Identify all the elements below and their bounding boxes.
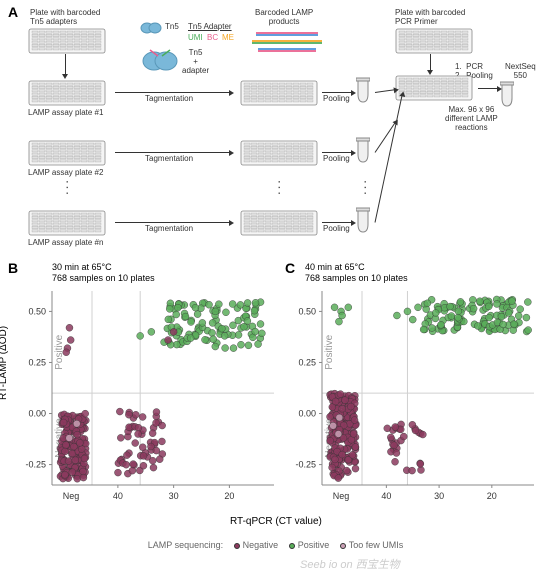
lamp-plate-n: [28, 210, 106, 241]
text-pool-2: Pooling: [323, 154, 350, 163]
legend-dot-pos: [289, 543, 295, 549]
panel-b-title1: 30 min at 65°C: [52, 262, 112, 272]
svg-text:0.00: 0.00: [298, 409, 316, 419]
svg-text:-0.25: -0.25: [25, 460, 46, 470]
text-barcoded-lamp: Barcoded LAMP products: [255, 8, 313, 26]
text-me: ME: [222, 33, 234, 42]
text-tn5-adapter-label: Tn5 Adapter: [188, 22, 232, 31]
panel-b-label: B: [8, 260, 18, 276]
text-pool-n: Pooling: [323, 224, 350, 233]
arrow-pcr-out: [478, 88, 498, 89]
tag-plate-n: [240, 210, 318, 241]
svg-text:0.50: 0.50: [28, 306, 46, 316]
tag-plate-2: [240, 140, 318, 171]
plate-pcr-primer: [395, 28, 473, 59]
arrow-diag-n: [375, 95, 403, 222]
svg-text:Neg: Neg: [63, 491, 80, 501]
adapter-lines-icon: [250, 30, 325, 61]
svg-text:-0.25: -0.25: [295, 460, 316, 470]
lamp-plate-1: [28, 80, 106, 111]
text-tag-n: Tagmentation: [145, 224, 193, 233]
svg-text:Positive: Positive: [324, 334, 335, 369]
tag-plate-1: [240, 80, 318, 111]
row-ellipsis-1: ···: [61, 180, 77, 197]
tn5-adapter-icon: [140, 46, 180, 77]
arrow-pool-2: [322, 152, 352, 153]
legend-dot-low: [340, 543, 346, 549]
row-ellipsis-2: ···: [273, 180, 289, 197]
arrow-tag-2: [115, 152, 230, 153]
legend-title: LAMP sequencing:: [148, 540, 223, 550]
svg-text:0.25: 0.25: [298, 357, 316, 367]
text-pool-1: Pooling: [323, 94, 350, 103]
arrow-pool-n: [322, 222, 352, 223]
arrow-tag-n: [115, 222, 230, 223]
text-tag-1: Tagmentation: [145, 94, 193, 103]
legend-label-neg: Negative: [243, 540, 279, 550]
text-bc: BC: [207, 33, 218, 42]
legend: LAMP sequencing: Negative Positive Too f…: [0, 540, 551, 550]
tn5-icon: [140, 20, 162, 41]
svg-text:40: 40: [113, 491, 123, 501]
text-tn5-plus-adapter: Tn5 + adapter: [182, 48, 209, 75]
svg-text:0.50: 0.50: [298, 306, 316, 316]
text-lamp-n: LAMP assay plate #n: [28, 238, 103, 247]
panel-a-label: A: [8, 4, 18, 20]
x-axis-label: RT-qPCR (CT value): [230, 516, 322, 527]
tube-2: [356, 136, 370, 169]
legend-dot-neg: [234, 543, 240, 549]
text-tn5: Tn5: [165, 22, 179, 31]
figure-container: A Plate with barcoded Tn5 adapters Tn5 T…: [0, 0, 551, 570]
legend-label-pos: Positive: [298, 540, 330, 550]
svg-text:0.00: 0.00: [28, 409, 46, 419]
tube-final: [500, 80, 514, 113]
panel-b-title2: 768 samples on 10 plates: [52, 273, 155, 283]
panel-c-label: C: [285, 260, 295, 276]
arrow-diag-1: [375, 89, 395, 93]
svg-text:20: 20: [224, 491, 234, 501]
svg-text:40: 40: [381, 491, 391, 501]
svg-text:20: 20: [487, 491, 497, 501]
text-nextseq: NextSeq 550: [505, 62, 536, 80]
svg-text:30: 30: [169, 491, 179, 501]
row-ellipsis-3: ···: [359, 180, 375, 197]
arrow-pool-1: [322, 92, 352, 93]
arrow-down-tn5-head: [62, 74, 68, 79]
arrow-down-tn5: [65, 54, 66, 76]
text-lamp-1: LAMP assay plate #1: [28, 108, 103, 117]
text-pcr-plate: Plate with barcoded PCR Primer: [395, 8, 465, 26]
y-axis-label: RT-LAMP (ΔOD): [0, 326, 9, 400]
lamp-plate-2: [28, 140, 106, 171]
text-umi: UMI: [188, 33, 203, 42]
svg-text:Neg: Neg: [333, 491, 350, 501]
panel-c-title2: 768 samples on 10 plates: [305, 273, 408, 283]
svg-text:30: 30: [434, 491, 444, 501]
text-tag-2: Tagmentation: [145, 154, 193, 163]
plate-tn5-adapters: [28, 28, 106, 59]
chart-b: -0.250.000.250.50Neg403020PositiveNegati…: [20, 285, 280, 515]
tube-n: [356, 206, 370, 239]
chart-c: -0.250.000.250.50Neg403020PositiveNegati…: [290, 285, 540, 515]
pcr-mix-plate: [395, 75, 473, 106]
text-max-lamp: Max. 96 x 96 different LAMP reactions: [445, 105, 498, 132]
arrow-tag-1: [115, 92, 230, 93]
text-lamp-2: LAMP assay plate #2: [28, 168, 103, 177]
text-tn5-adapter-plate: Plate with barcoded Tn5 adapters: [30, 8, 100, 26]
arrow-down-pcr-head: [427, 70, 433, 75]
tube-1: [356, 76, 370, 109]
legend-label-low: Too few UMIs: [349, 540, 404, 550]
panel-c-title1: 40 min at 65°C: [305, 262, 365, 272]
svg-text:0.25: 0.25: [28, 357, 46, 367]
